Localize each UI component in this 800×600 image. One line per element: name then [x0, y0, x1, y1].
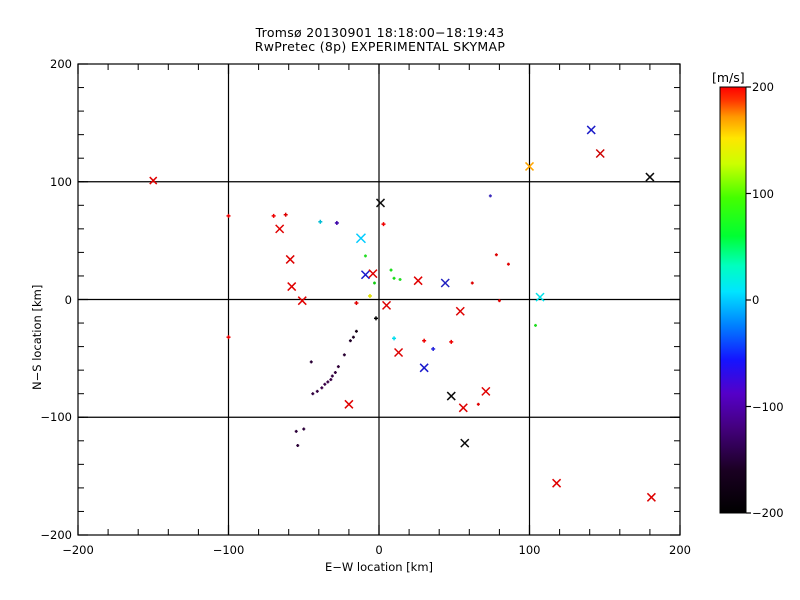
data-point-plus: [334, 220, 339, 225]
data-point-x: [287, 282, 297, 292]
x-tick-label: 0: [375, 543, 383, 557]
data-point-plus: [342, 353, 346, 357]
x-tick-label: −100: [212, 543, 245, 557]
colorbar-tick-label: 100: [752, 186, 774, 201]
data-point-plus: [449, 339, 454, 344]
data-point-plus: [381, 222, 386, 227]
data-point-x: [535, 292, 545, 302]
data-point-x: [481, 386, 491, 396]
x-tick-label: −200: [62, 543, 94, 557]
data-point-plus: [311, 392, 315, 396]
x-tick-label: 100: [518, 543, 541, 557]
data-point-plus: [372, 281, 376, 285]
data-point-x: [368, 269, 378, 279]
data-point-plus: [315, 389, 319, 393]
data-point-plus: [367, 293, 372, 298]
data-point-plus: [226, 335, 231, 340]
data-point-x: [344, 399, 354, 409]
data-point-plus: [329, 378, 333, 382]
y-tick-label: 100: [50, 174, 72, 189]
data-point-plus: [318, 219, 323, 224]
data-point-x: [552, 478, 562, 488]
data-point-plus: [294, 429, 298, 433]
data-point-x: [394, 347, 404, 358]
axis-minor-ticks: [78, 64, 680, 535]
data-point-plus: [348, 339, 352, 343]
data-point-x: [455, 306, 465, 316]
data-point-plus: [336, 365, 340, 369]
title-line-1: Tromsø 20130901 18:18:00−18:19:43: [255, 25, 505, 40]
colorbar-tick-label: −100: [752, 399, 784, 414]
data-point-plus: [330, 374, 334, 378]
data-point-plus: [351, 335, 355, 339]
data-point-plus: [389, 268, 393, 272]
colorbar-unit-label: [m/s]: [712, 70, 745, 85]
data-point-x: [297, 296, 307, 306]
data-point-x: [355, 233, 366, 244]
data-point-plus: [497, 299, 501, 303]
data-point-plus: [398, 277, 402, 281]
y-tick-label: −200: [40, 528, 72, 542]
data-point-x: [645, 172, 655, 182]
title-line-2: RwPretec (8p) EXPERIMENTAL SKYMAP: [254, 39, 506, 54]
data-point-plus: [326, 380, 330, 384]
data-point-x: [460, 438, 470, 448]
data-point-x: [524, 161, 535, 171]
data-point-x: [360, 270, 370, 280]
data-point-plus: [283, 212, 288, 217]
data-point-x: [275, 224, 285, 234]
colorbar-tick-label: 200: [752, 80, 774, 94]
data-point-x: [440, 278, 450, 288]
data-point-plus: [488, 194, 492, 198]
data-point-x: [285, 254, 295, 264]
data-point-plus: [354, 301, 359, 306]
data-point-plus: [309, 360, 313, 364]
y-tick-label: −100: [40, 410, 72, 425]
colorbar-ticks: [746, 86, 751, 514]
colorbar-tick-label: 0: [752, 293, 760, 307]
data-point-x: [646, 492, 656, 502]
data-point-x: [149, 176, 158, 185]
data-point-x: [375, 198, 386, 208]
data-point-plus: [302, 427, 306, 431]
data-point-plus: [494, 253, 498, 257]
colorbar-tick-label: −200: [752, 506, 784, 520]
y-tick-label: 0: [64, 292, 72, 307]
data-point-plus: [422, 338, 427, 343]
data-point-plus: [470, 281, 474, 285]
plot-frame: [77, 63, 681, 536]
data-point-x: [458, 403, 468, 413]
data-point-x: [586, 125, 596, 135]
data-point-plus: [392, 336, 397, 341]
data-point-x: [446, 391, 456, 401]
plot-title: Tromsø 20130901 18:18:00−18:19:43 RwPret…: [0, 26, 760, 54]
x-tick-label: 200: [669, 543, 691, 557]
data-point-plus: [323, 382, 327, 386]
data-point-x: [419, 363, 429, 373]
data-point-plus: [333, 371, 337, 375]
data-point-x: [413, 276, 423, 286]
data-point-plus: [363, 254, 367, 258]
data-point-plus: [373, 316, 378, 321]
data-point-x: [381, 300, 392, 310]
colorbar-gradient: [720, 87, 746, 513]
data-point-plus: [320, 386, 324, 390]
data-point-plus: [226, 213, 231, 218]
data-point-plus: [354, 329, 358, 333]
data-point-plus: [392, 276, 396, 280]
data-point-plus: [534, 323, 538, 327]
data-point-plus: [296, 444, 300, 448]
y-tick-label: 200: [50, 57, 72, 71]
data-point-plus: [431, 346, 436, 351]
data-point-plus: [476, 402, 480, 406]
data-point-x: [595, 148, 605, 159]
data-point-plus: [506, 262, 510, 266]
data-point-plus: [271, 213, 276, 218]
grid-lines: [78, 64, 680, 535]
data-markers: [149, 125, 656, 502]
x-axis-label: E−W location [km]: [324, 560, 434, 574]
